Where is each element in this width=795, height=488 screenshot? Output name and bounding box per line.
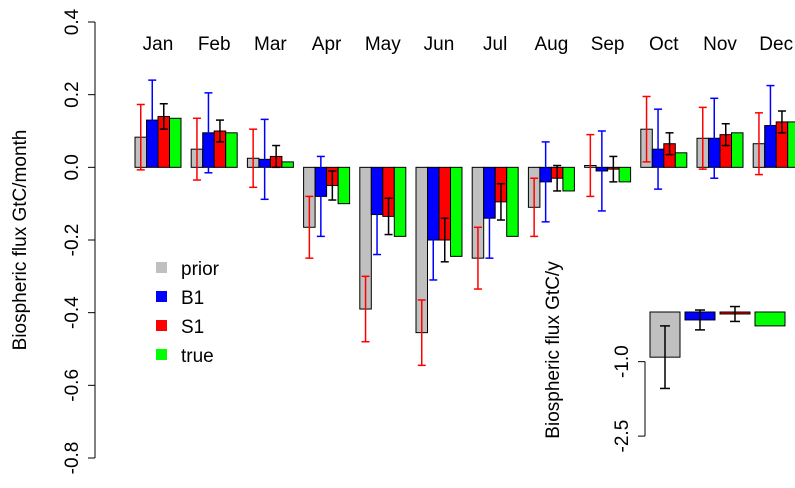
- legend-swatch: [156, 262, 167, 273]
- x-tick-label: Jul: [483, 34, 507, 55]
- bar: [674, 152, 688, 168]
- x-tick-label: Jun: [424, 34, 455, 55]
- y-tick-label: 0.4: [62, 8, 83, 35]
- legend-label: B1: [181, 288, 204, 309]
- bar: [450, 166, 463, 257]
- x-tick-label: Aug: [534, 34, 568, 55]
- x-tick-label: May: [365, 34, 401, 55]
- x-tick-label: Feb: [198, 34, 231, 55]
- bar: [225, 132, 238, 168]
- bar: [731, 132, 744, 168]
- bar: [506, 166, 519, 237]
- legend-swatch: [156, 320, 167, 331]
- x-tick-label: Apr: [312, 34, 342, 55]
- y-tick-label: -0.2: [62, 224, 83, 257]
- x-tick-label: Oct: [649, 34, 679, 55]
- inset-y-tick-label: -2.5: [612, 420, 633, 453]
- y-tick-label: -0.8: [62, 442, 83, 475]
- x-tick-label: Sep: [591, 34, 625, 55]
- bar: [337, 166, 351, 205]
- legend-swatch: [156, 349, 167, 360]
- legend-swatch: [156, 291, 167, 302]
- legend-label: prior: [181, 259, 220, 280]
- y-tick-label: -0.6: [62, 369, 83, 402]
- inset-y-tick-label: -1.0: [612, 345, 633, 378]
- y-tick-label: 0.0: [62, 154, 83, 180]
- bar: [562, 166, 575, 192]
- x-tick-label: Nov: [703, 34, 737, 55]
- bar: [281, 161, 294, 168]
- y-axis-label: Biospheric flux GtC/month: [10, 130, 31, 351]
- x-tick-label: Dec: [759, 34, 793, 55]
- y-tick-label: -0.4: [62, 296, 83, 329]
- legend-label: true: [181, 346, 214, 367]
- inset-bar: [754, 311, 786, 327]
- bar: [393, 166, 407, 237]
- bar: [618, 166, 632, 183]
- legend-label: S1: [181, 317, 204, 338]
- bar: [787, 121, 795, 168]
- y-tick-label: 0.2: [62, 81, 83, 107]
- bar: [169, 117, 182, 168]
- inset-y-axis-label: Biospheric flux GtC/y: [543, 261, 564, 439]
- x-tick-label: Mar: [254, 34, 287, 55]
- x-tick-label: Jan: [143, 34, 174, 55]
